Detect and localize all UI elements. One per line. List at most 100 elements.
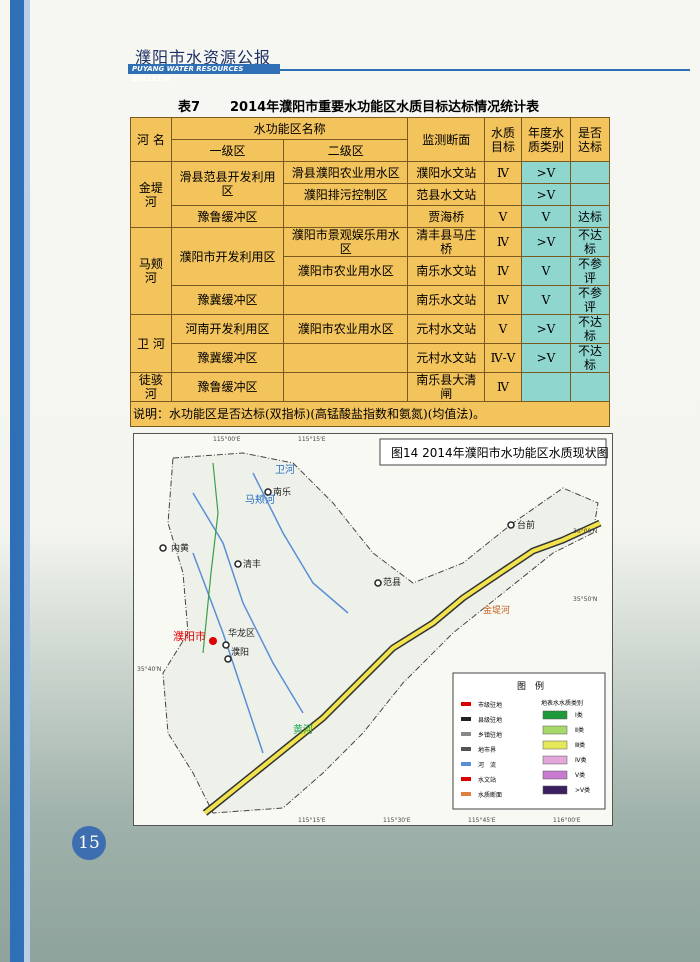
th: 水质目标 (484, 117, 522, 162)
cell: 滑县范县开发利用区 (170, 161, 285, 206)
cell: 濮阳水文站 (407, 161, 485, 184)
map-label: 卫河 (275, 464, 295, 476)
legend-symbol (461, 732, 471, 736)
coord-label: 115°15'E (298, 436, 326, 443)
header-subtitle: PUYANG WATER RESOURCES BULLETIN (128, 64, 280, 83)
cell: 马颊河 (130, 227, 172, 315)
cell (283, 205, 409, 228)
legend-class-label: Ⅴ类 (575, 771, 585, 779)
county-marker (374, 579, 382, 587)
cell (570, 372, 610, 402)
cell (521, 372, 571, 402)
boundary (162, 452, 599, 814)
th: 年度水质类别 (521, 117, 571, 162)
coord-label: 115°00'E (213, 436, 241, 443)
th: 河 名 (130, 117, 172, 162)
legend-symbol (461, 777, 471, 781)
cell: 滑县濮阳农业用水区 (283, 161, 409, 184)
coord-label: 36°00'N (573, 528, 597, 535)
coord-label: 115°45'E (468, 817, 496, 824)
cell: 濮阳市农业用水区 (283, 256, 409, 286)
map-label: 金堤河 (483, 604, 510, 616)
th: 一级区 (170, 139, 285, 162)
map-label: 濮阳 (231, 646, 249, 658)
legend-class-label: Ⅳ类 (575, 756, 587, 764)
cell: Ⅴ (484, 314, 522, 344)
cell (570, 161, 610, 184)
cell: 元村水文站 (407, 314, 485, 344)
map-label: 黄河 (293, 723, 313, 736)
legend-symbol (461, 792, 471, 796)
map-label: 内黄 (171, 542, 189, 554)
cell: 豫冀缓冲区 (170, 285, 285, 315)
legend-class-label: >Ⅴ类 (575, 786, 590, 794)
cell: 濮阳市景观娱乐用水区 (283, 227, 409, 257)
cell: 豫鲁缓冲区 (170, 205, 285, 228)
map-label: 范县 (383, 576, 401, 588)
legend-symbol-label: 地市界 (478, 746, 496, 754)
map-label: 马颊河 (245, 493, 275, 506)
legend-symbol (461, 702, 471, 706)
cell: Ⅳ (484, 227, 522, 257)
legend-box (452, 672, 606, 810)
cell: 濮阳市农业用水区 (283, 314, 409, 344)
county-marker (264, 488, 272, 496)
th: 是否达标 (570, 117, 610, 162)
county-marker (507, 521, 515, 529)
table: 河 名水功能区名称 监测断面 水质目标 年度水质类别 是否达标 一级区 二级区 金堤河 滑县… (130, 117, 610, 427)
cell: 南乐县大清闸 (407, 372, 485, 402)
cell: Ⅳ-Ⅴ (484, 343, 522, 373)
river (252, 472, 349, 614)
county-marker (222, 641, 230, 649)
coord-label: 35°50'N (573, 596, 597, 603)
cell: 达标 (570, 205, 610, 228)
cell: 豫鲁缓冲区 (170, 372, 285, 402)
legend-swatch (542, 785, 568, 795)
cell: >Ⅴ (521, 314, 571, 344)
cell: 卫 河 (130, 314, 172, 373)
legend-symbol-label: 水文站 (478, 776, 496, 784)
cell: 金堤河 (130, 161, 172, 228)
cell: 不参评 (570, 285, 610, 315)
cell: 范县水文站 (407, 183, 485, 206)
cell: 南乐水文站 (407, 256, 485, 286)
cell (283, 285, 409, 315)
cell: Ⅴ (484, 205, 522, 228)
map-label: 华龙区 (228, 627, 255, 639)
map-title: 图14 2014年濮阳市水功能区水质现状图 (391, 445, 609, 460)
legend-swatch (542, 755, 568, 765)
county-marker (234, 560, 242, 568)
th: 二级区 (283, 139, 409, 162)
th: 水功能区名称 (170, 117, 409, 140)
legend-symbol-label: 县级驻地 (478, 716, 502, 724)
cell (484, 183, 522, 206)
cell: 不参评 (570, 256, 610, 286)
cell: Ⅴ (521, 256, 571, 286)
county-marker (159, 544, 167, 552)
legend-symbol (461, 762, 471, 766)
table-caption: 2014年濮阳市重要水功能区水质目标达标情况统计表 (230, 100, 540, 115)
legend-swatch (542, 770, 568, 780)
coord-label: 35°40'N (137, 666, 161, 673)
yellow-river (203, 521, 601, 815)
cell: 不达标 (570, 227, 610, 257)
cell (570, 183, 610, 206)
cell: 不达标 (570, 314, 610, 344)
legend-swatch (542, 725, 568, 735)
legend-symbol (461, 747, 471, 751)
legend-swatch (542, 740, 568, 750)
header-title: 濮阳市水资源公报 (135, 48, 272, 67)
legend-class-label: Ⅰ类 (575, 711, 583, 719)
cell: 河南开发利用区 (170, 314, 285, 344)
cell: 不达标 (570, 343, 610, 373)
cell: Ⅳ (484, 372, 522, 402)
legend-symbol-label: 市级驻地 (478, 701, 502, 709)
city-marker (209, 637, 217, 645)
map-label: 濮阳市 (173, 629, 206, 643)
page-number: 15 (72, 826, 106, 860)
cell: 元村水文站 (407, 343, 485, 373)
cell: Ⅴ (521, 285, 571, 315)
coord-label: 116°00'E (553, 817, 581, 824)
